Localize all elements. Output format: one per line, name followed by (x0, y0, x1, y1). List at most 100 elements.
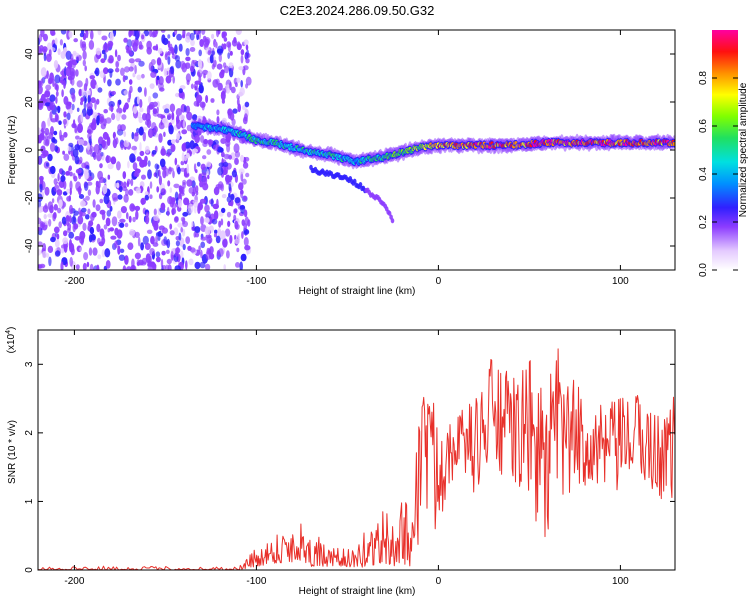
noise-blob (109, 31, 114, 42)
noise-blob (107, 68, 114, 74)
noise-blob (136, 156, 142, 162)
noise-blob (71, 103, 75, 111)
noise-blob (180, 227, 183, 233)
noise-blob (58, 199, 63, 208)
noise-blob (122, 171, 127, 180)
noise-blob (134, 205, 141, 212)
noise-blob (126, 266, 132, 270)
noise-blob (169, 223, 173, 230)
noise-blob (103, 224, 108, 230)
noise-blob (57, 207, 62, 214)
noise-blob (74, 236, 81, 241)
snr-y-scale: (x104) (5, 327, 17, 354)
noise-blob (71, 123, 77, 129)
noise-blob (117, 210, 122, 219)
noise-blob (139, 99, 143, 109)
noise-blob (78, 186, 82, 196)
noise-blob (180, 60, 186, 70)
noise-blob (66, 101, 72, 107)
noise-blob (87, 132, 92, 140)
noise-blob (236, 43, 242, 51)
noise-blob (135, 210, 139, 220)
noise-blob (106, 210, 112, 217)
noise-blob (62, 237, 69, 245)
noise-blob (137, 86, 142, 93)
noise-blob (49, 94, 56, 102)
noise-blob (117, 245, 121, 255)
noise-blob (128, 79, 133, 85)
noise-blob (167, 150, 170, 158)
noise-blob (106, 155, 109, 164)
noise-blob (120, 67, 125, 77)
noise-blob (229, 234, 233, 244)
noise-blob (236, 77, 241, 83)
noise-blob (223, 37, 228, 42)
noise-blob (167, 180, 171, 187)
noise-blob (140, 197, 146, 205)
noise-blob (49, 111, 53, 121)
noise-blob (134, 30, 140, 41)
noise-blob (109, 40, 113, 49)
colorbar-tick-label: 0.4 (698, 167, 709, 181)
noise-blob (234, 220, 239, 230)
x-tick-label: 100 (612, 576, 629, 587)
noise-blob (114, 49, 118, 58)
y-tick-label: -40 (24, 238, 35, 253)
spectrogram-y-label: Frequency (Hz) (7, 116, 18, 185)
noise-blob (156, 75, 160, 81)
noise-blob (47, 153, 53, 162)
snr-y-scale-exponent: 4 (5, 330, 12, 334)
noise-blob (61, 89, 64, 98)
noise-blob (140, 242, 145, 251)
noise-blob (66, 227, 71, 233)
noise-blob (147, 128, 154, 139)
noise-blob (116, 107, 123, 114)
noise-blob (189, 32, 195, 41)
noise-blob (164, 108, 170, 114)
noise-blob (212, 79, 219, 88)
noise-blob (174, 44, 178, 55)
x-tick-label: -100 (246, 576, 266, 587)
noise-blob (243, 223, 247, 231)
noise-blob (174, 157, 178, 166)
noise-blob (74, 155, 80, 165)
noise-blob (123, 131, 127, 137)
noise-blob (146, 229, 153, 234)
noise-blob (134, 64, 137, 75)
noise-blob (107, 174, 111, 180)
noise-blob (70, 92, 76, 100)
noise-blob (107, 79, 112, 87)
noise-blob (123, 140, 130, 148)
noise-blob (58, 120, 62, 125)
noise-blob (185, 260, 188, 270)
noise-blob (214, 229, 218, 234)
noise-blob (111, 192, 118, 201)
noise-blob (141, 174, 146, 180)
noise-blob (50, 165, 56, 175)
noise-blob (185, 73, 191, 83)
snr-series-line (38, 348, 675, 570)
noise-blob (69, 239, 72, 249)
noise-blob (170, 197, 176, 203)
snr-y-scale-close: ) (6, 327, 17, 330)
noise-blob (80, 200, 86, 207)
noise-blob (241, 178, 247, 185)
noise-blob (220, 90, 226, 101)
noise-blob (122, 75, 126, 83)
noise-blob (202, 69, 209, 76)
noise-blob (211, 50, 216, 56)
noise-blob (213, 233, 218, 238)
noise-blob (169, 230, 175, 236)
noise-blob (139, 150, 145, 157)
noise-blob (130, 205, 135, 210)
noise-blob (42, 205, 49, 213)
noise-blob (110, 156, 117, 165)
noise-blob (144, 155, 148, 163)
noise-blob (194, 261, 201, 270)
noise-blob (183, 172, 190, 178)
noise-blob (161, 265, 167, 270)
noise-blob (76, 80, 83, 88)
noise-blob (231, 170, 237, 178)
noise-blob (128, 189, 134, 196)
noise-blob (48, 131, 54, 140)
